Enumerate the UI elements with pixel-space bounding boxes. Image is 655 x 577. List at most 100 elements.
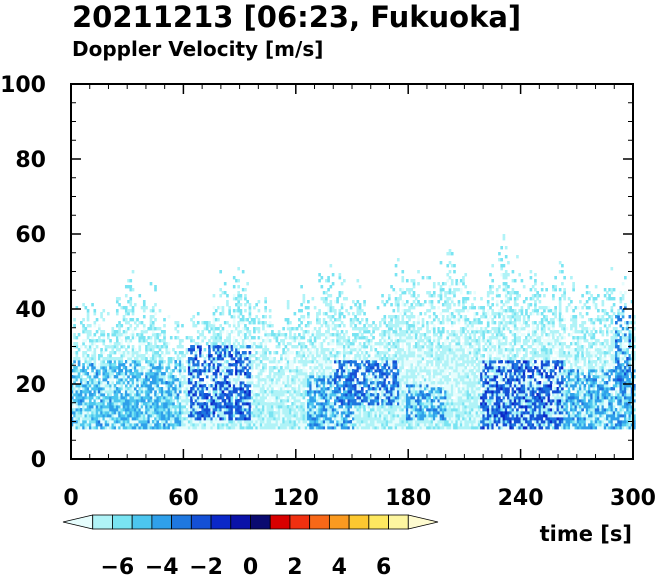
heatmap-cell [73,414,76,418]
heatmap-cell [129,297,133,301]
heatmap-cell [118,408,121,412]
heatmap-cell [127,312,130,316]
heatmap-cell [151,414,155,418]
heatmap-cell [131,309,135,313]
heatmap-cell [223,351,227,355]
heatmap-cell [408,336,411,340]
heatmap-cell [295,408,299,412]
heatmap-cell [246,393,249,397]
heatmap-cell [79,411,83,415]
heatmap-cell [160,387,164,391]
heatmap-cell [244,417,247,421]
heatmap-cell [160,426,164,430]
heatmap-cell [124,372,128,376]
heatmap-cell [293,426,297,430]
heatmap-cell [140,405,144,409]
heatmap-cell [403,408,407,412]
heatmap-cell [124,426,128,430]
heatmap-cell [140,339,144,343]
heatmap-cell [201,414,205,418]
heatmap-cell [163,324,166,328]
heatmap-cell [248,420,252,424]
heatmap-cell [208,339,211,343]
heatmap-cell [421,399,425,403]
heatmap-cell [109,384,112,388]
heatmap-cell [133,318,137,322]
heatmap-cell [172,378,175,382]
heatmap-cell [383,372,387,376]
heatmap-cell [109,366,112,370]
heatmap-cell [284,405,288,409]
heatmap-cell [244,393,247,397]
heatmap-cell [381,342,384,346]
heatmap-cell [219,426,223,430]
heatmap-cell [401,360,405,364]
heatmap-cell [136,351,139,355]
heatmap-cell [302,354,306,358]
heatmap-cell [226,366,229,370]
heatmap-cell [378,372,382,376]
heatmap-cell [282,390,285,394]
heatmap-cell [372,411,375,415]
heatmap-cell [174,360,178,364]
heatmap-cell [293,384,297,388]
heatmap-cell [334,309,337,313]
heatmap-cell [255,396,258,400]
heatmap-cell [282,405,285,409]
heatmap-cell [298,342,301,346]
heatmap-cell [129,288,133,292]
heatmap-cell [273,357,276,361]
heatmap-cell [145,381,148,385]
heatmap-cell [367,351,371,355]
heatmap-cell [232,351,236,355]
heatmap-cell [199,426,202,430]
heatmap-cell [403,399,407,403]
heatmap-cell [239,345,243,349]
heatmap-cell [383,369,387,373]
heatmap-cell [289,411,292,415]
heatmap-cell [194,372,198,376]
heatmap-cell [385,402,389,406]
heatmap-cell [378,420,382,424]
heatmap-cell [244,297,247,301]
heatmap-cell [405,417,409,421]
heatmap-cell [358,366,362,370]
heatmap-cell [210,366,214,370]
heatmap-cell [372,420,375,424]
heatmap-cell [410,312,414,316]
heatmap-cell [307,357,310,361]
heatmap-cell [122,345,126,349]
heatmap-cell [95,396,99,400]
heatmap-cell [106,420,110,424]
heatmap-cell [421,366,425,370]
heatmap-cell [352,387,355,391]
heatmap-cell [151,399,155,403]
heatmap-cell [280,396,283,400]
heatmap-cell [311,396,315,400]
heatmap-cell [374,327,378,331]
heatmap-cell [75,399,79,403]
heatmap-cell [91,357,94,361]
heatmap-cell [192,405,196,409]
heatmap-cell [147,426,151,430]
heatmap-cell [369,384,373,388]
heatmap-cell [97,381,101,385]
heatmap-cell [320,285,324,289]
heatmap-cell [115,408,119,412]
heatmap-cell [408,327,411,331]
heatmap-cell [127,408,130,412]
heatmap-cell [214,372,218,376]
heatmap-cell [437,363,441,367]
heatmap-cell [71,426,74,430]
heatmap-cell [381,330,384,334]
heatmap-cell [199,384,202,388]
heatmap-cell [322,387,326,391]
heatmap-cell [115,414,119,418]
heatmap-cell [217,366,220,370]
heatmap-cell [79,399,83,403]
heatmap-cell [239,297,243,301]
heatmap-cell [237,306,240,310]
heatmap-cell [255,351,258,355]
heatmap-cell [79,378,83,382]
heatmap-cell [75,423,79,427]
